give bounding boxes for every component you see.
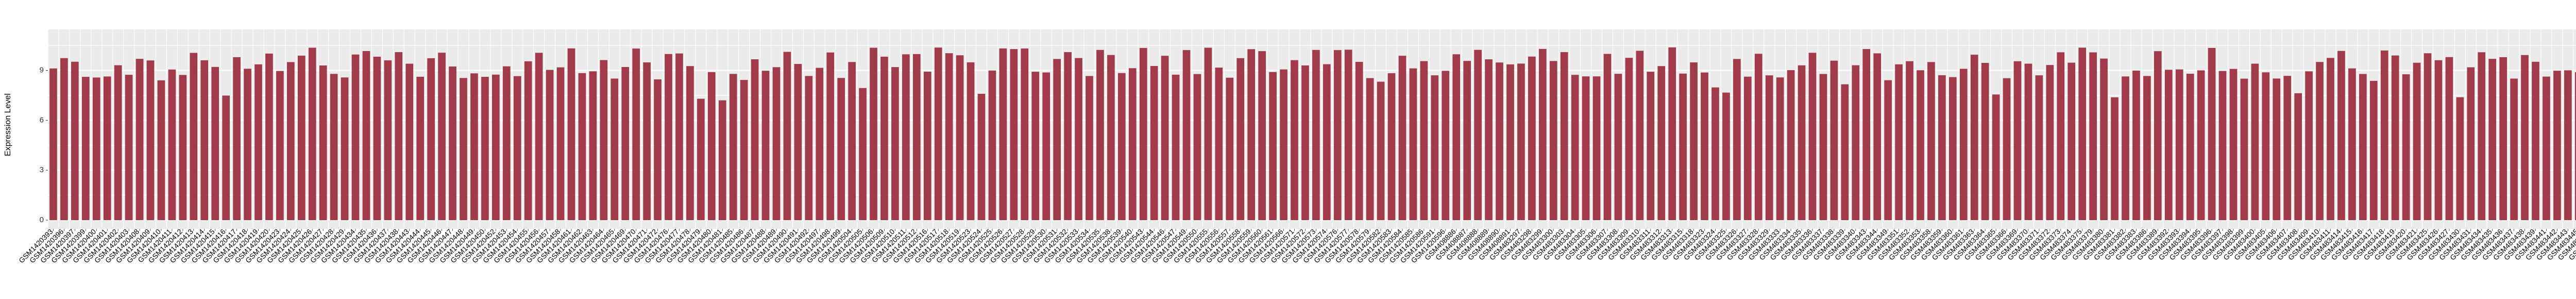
svg-text:0: 0: [40, 215, 44, 224]
svg-text:9: 9: [40, 66, 44, 75]
svg-text:3: 3: [40, 165, 44, 174]
svg-text:6: 6: [40, 115, 44, 124]
svg-text:Expression Level: Expression Level: [4, 93, 12, 156]
